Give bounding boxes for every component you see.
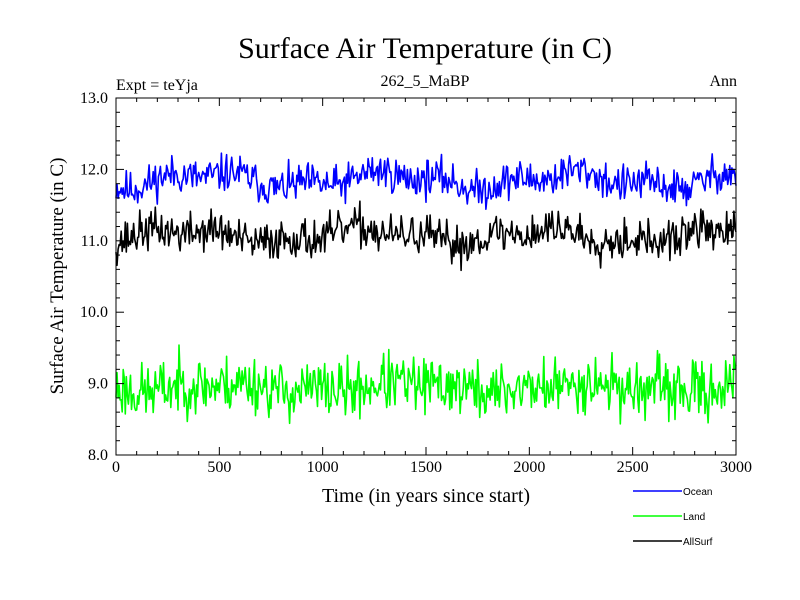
x-tick-label: 2500 — [617, 459, 649, 476]
x-tick-label: 1500 — [410, 459, 442, 476]
series-line-allsurf — [115, 200, 737, 272]
y-tick-label: 9.0 — [88, 376, 108, 393]
x-tick-label: 1000 — [307, 459, 339, 476]
x-tick-label: 2000 — [513, 459, 545, 476]
season-label: Ann — [709, 73, 737, 90]
y-tick-label: 11.0 — [81, 233, 108, 250]
y-tick-label: 12.0 — [80, 161, 108, 178]
legend-label-ocean: Ocean — [683, 487, 712, 498]
chart-title: Surface Air Temperature (in C) — [238, 32, 612, 65]
x-tick-label: 0 — [112, 459, 120, 476]
y-tick-labels: 8.0 9.0 10.0 11.0 12.0 13.0 — [80, 90, 108, 464]
y-tick-label: 10.0 — [80, 304, 108, 321]
legend-label-allsurf: AllSurf — [683, 537, 713, 548]
legend-label-land: Land — [683, 512, 705, 523]
y-axis-label: Surface Air Temperature (in C) — [47, 158, 68, 395]
y-tick-label: 13.0 — [80, 90, 108, 107]
series-group — [115, 152, 737, 425]
series-line-land — [115, 344, 737, 425]
legend: Ocean Land AllSurf — [633, 487, 713, 548]
x-axis-label: Time (in years since start) — [322, 485, 530, 507]
period-label: 262_5_MaBP — [381, 73, 470, 90]
x-tick-labels: 0 500 1000 1500 2000 2500 3000 — [112, 459, 752, 476]
x-tick-label: 500 — [207, 459, 231, 476]
y-tick-label: 8.0 — [88, 447, 108, 464]
experiment-label: Expt = teYja — [116, 77, 198, 94]
axis-ticks — [115, 97, 737, 456]
x-tick-label: 3000 — [720, 459, 752, 476]
series-line-ocean — [115, 152, 737, 210]
